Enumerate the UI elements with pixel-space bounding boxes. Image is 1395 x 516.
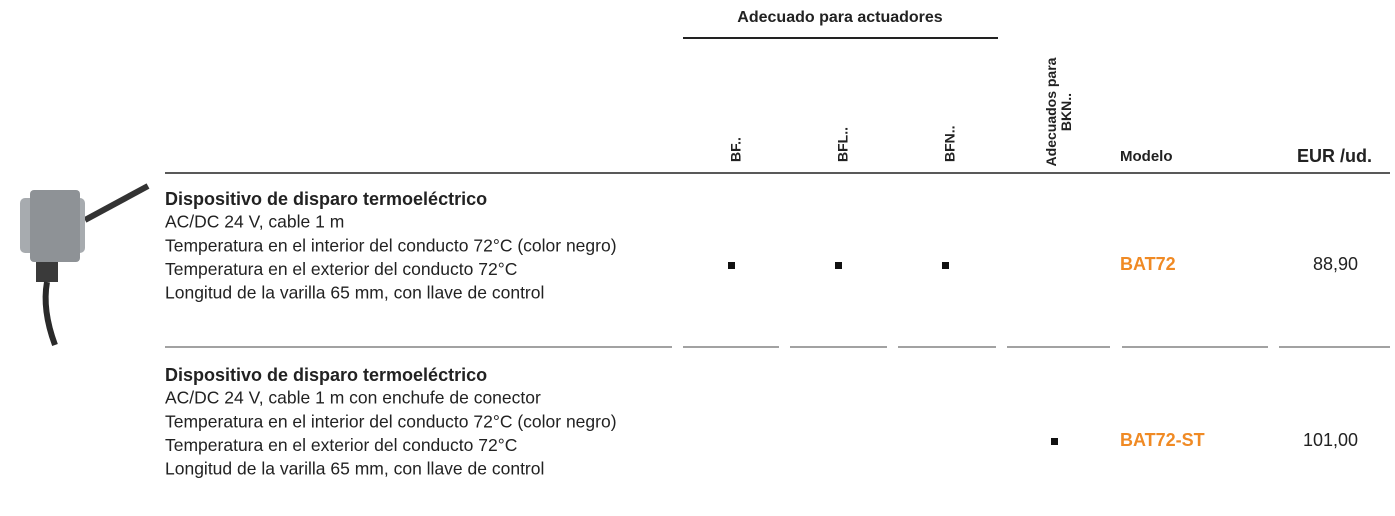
- suitability-mark: [942, 262, 949, 269]
- suitability-mark: [835, 262, 842, 269]
- row-line: Temperatura en el interior del conducto …: [165, 411, 617, 431]
- column-header: BFL..: [835, 127, 851, 162]
- column-header: Adecuados paraBKN..: [1043, 57, 1074, 166]
- column-header: BF..: [728, 137, 744, 162]
- suitability-mark: [728, 262, 735, 269]
- row-title: Dispositivo de disparo termoeléctrico: [165, 189, 487, 209]
- row-line: AC/DC 24 V, cable 1 m con enchufe de con…: [165, 388, 541, 408]
- row-line: Temperatura en el interior del conducto …: [165, 235, 617, 255]
- row-title: Dispositivo de disparo termoeléctrico: [165, 365, 487, 385]
- column-header: Modelo: [1120, 148, 1173, 165]
- suitability-mark: [1051, 438, 1058, 445]
- column-header: EUR /ud.: [1297, 146, 1372, 166]
- product-photo: [20, 183, 150, 347]
- row-line: Temperatura en el exterior del conducto …: [165, 259, 517, 279]
- column-header: BFN..: [942, 125, 958, 162]
- row-line: Temperatura en el exterior del conducto …: [165, 435, 517, 455]
- price: 101,00: [1303, 430, 1358, 450]
- row-line: AC/DC 24 V, cable 1 m: [165, 212, 344, 232]
- price: 88,90: [1313, 254, 1358, 274]
- group-title: Adecuado para actuadores: [737, 9, 943, 26]
- model: BAT72: [1120, 254, 1176, 274]
- row-line: Longitud de la varilla 65 mm, con llave …: [165, 459, 544, 479]
- model: BAT72-ST: [1120, 430, 1205, 450]
- row-line: Longitud de la varilla 65 mm, con llave …: [165, 283, 544, 303]
